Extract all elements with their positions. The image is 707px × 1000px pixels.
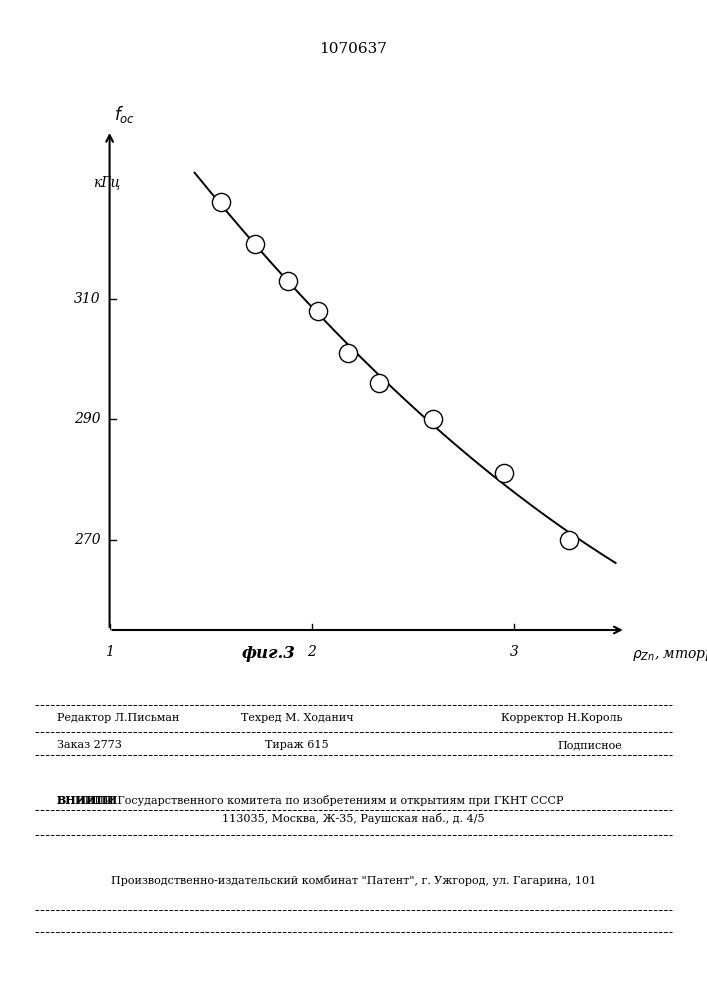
Text: Редактор Л.Письман: Редактор Л.Письман (57, 713, 179, 723)
Point (563, 532, 575, 548)
Text: 270: 270 (74, 533, 100, 547)
Text: Заказ 2773: Заказ 2773 (57, 740, 122, 750)
Text: ВНИИПИ: ВНИИПИ (57, 794, 118, 806)
Text: 290: 290 (74, 412, 100, 426)
Point (428, 411, 439, 427)
Point (373, 375, 385, 391)
Text: 3: 3 (510, 645, 519, 659)
Text: ВНИИПИ Государственного комитета по изобретениям и открытиям при ГКНТ СССР: ВНИИПИ Государственного комитета по изоб… (57, 794, 563, 806)
Text: 1: 1 (105, 645, 114, 659)
Text: фиг.3: фиг.3 (242, 645, 296, 662)
Text: $f_{oc}$: $f_{oc}$ (114, 104, 135, 125)
Text: Техред М. Ходанич: Техред М. Ходанич (240, 713, 354, 723)
Text: 2: 2 (308, 645, 317, 659)
Point (343, 345, 354, 361)
Point (215, 194, 226, 210)
Point (498, 465, 510, 481)
Point (250, 236, 261, 252)
Text: Производственно-издательский комбинат "Патент", г. Ужгород, ул. Гагарина, 101: Производственно-издательский комбинат "П… (111, 874, 596, 886)
Text: кГц: кГц (93, 175, 120, 189)
Text: 1070637: 1070637 (320, 42, 387, 56)
Text: 310: 310 (74, 292, 100, 306)
Text: Тираж 615: Тираж 615 (265, 740, 329, 750)
Text: $\rho_{Zn}$, мторр: $\rho_{Zn}$, мторр (632, 648, 707, 663)
Text: Подписное: Подписное (557, 740, 622, 750)
Point (282, 273, 293, 289)
Text: 113035, Москва, Ж-35, Раушская наб., д. 4/5: 113035, Москва, Ж-35, Раушская наб., д. … (222, 812, 485, 824)
Text: Корректор Н.Король: Корректор Н.Король (501, 713, 622, 723)
Point (312, 303, 324, 319)
